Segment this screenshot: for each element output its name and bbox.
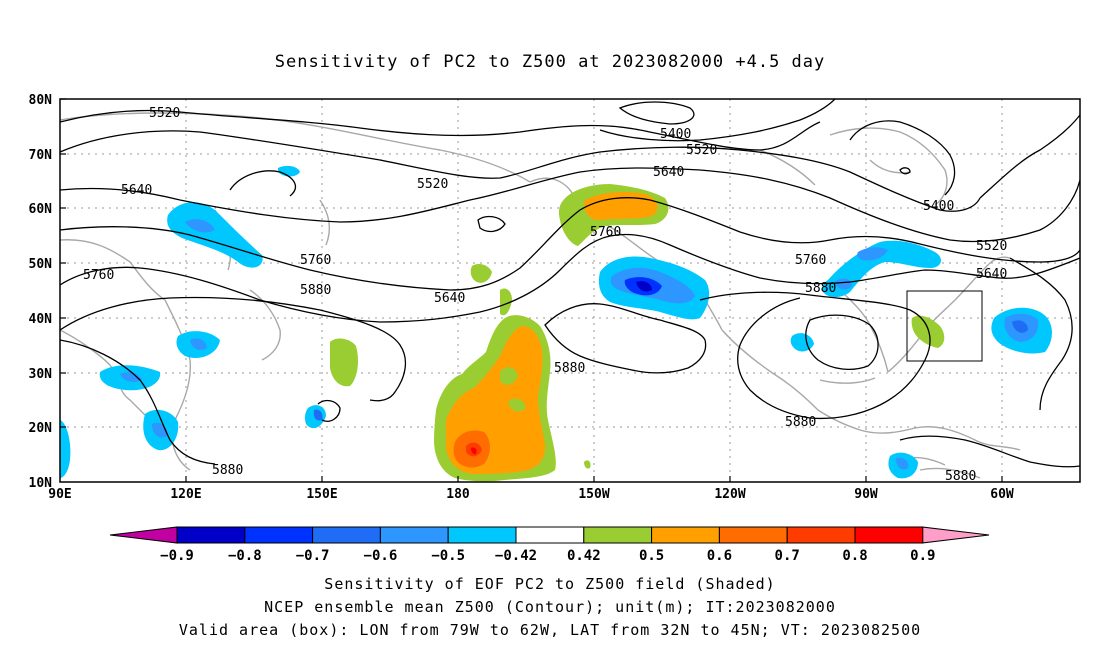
valid-area-box (906, 290, 983, 362)
contour-label: 5520 (686, 143, 717, 158)
contour-label: 5880 (554, 361, 585, 376)
caption-shading: Sensitivity of EOF PC2 to Z500 field (Sh… (324, 575, 776, 593)
z500-contours (60, 99, 1080, 468)
contour-label: 5400 (660, 127, 691, 142)
map-title: Sensitivity of PC2 to Z500 at 2023082000… (274, 52, 826, 72)
lat-label: 60N (29, 202, 53, 217)
contour-label: 5520 (417, 177, 448, 192)
colorbar-box (244, 526, 314, 544)
lat-label: 70N (29, 148, 53, 163)
contour-label-5760-west: 5760 (83, 268, 114, 283)
colorbar-label: −0.8 (228, 548, 262, 564)
lat-label: 80N (29, 93, 53, 108)
contour-label: 5880 (785, 415, 816, 430)
contour-label: 5880 (945, 469, 976, 484)
colorbar-box (583, 526, 653, 544)
lon-label: 180 (446, 487, 470, 502)
colorbar-label: 0.6 (707, 548, 732, 564)
colorbar-box (854, 526, 924, 544)
lat-label: 40N (29, 312, 53, 327)
colorbar-box (176, 526, 246, 544)
colorbar-label: 0.42 (567, 548, 601, 564)
caption-valid-area: Valid area (box): LON from 79W to 62W, L… (178, 621, 922, 639)
colorbar: −0.9 −0.8 −0.7 −0.6 −0.5 −0.42 0.42 0.5 0.6 0.7 0.… (109, 526, 990, 564)
colorbar-label: 0.9 (910, 548, 935, 564)
contour-labels: 5520 5400 5520 5520 5640 5400 5640 5760 … (121, 106, 1007, 484)
lon-label: 150W (578, 487, 609, 502)
colorbar-label: −0.6 (364, 548, 398, 564)
contour-label: 5760 (300, 253, 331, 268)
lon-label: 90E (48, 487, 71, 502)
colorbar-label: −0.5 (431, 548, 465, 564)
colorbar-label: 0.8 (842, 548, 867, 564)
contour-label: 5640 (653, 165, 684, 180)
lat-label: 20N (29, 421, 53, 436)
latitude-labels: 80N 70N 60N 50N 40N 30N 20N 10N (29, 93, 53, 491)
lat-label: 50N (29, 257, 53, 272)
colorbar-box (447, 526, 517, 544)
longitude-labels: 90E 120E 150E 180 150W 120W 90W 60W (48, 487, 1014, 502)
contour-label: 5880 (300, 283, 331, 298)
colorbar-label: 0.5 (639, 548, 664, 564)
colorbar-box (379, 526, 449, 544)
lon-label: 90W (854, 487, 878, 502)
lon-label: 120E (170, 487, 201, 502)
contour-label: 5520 (149, 106, 180, 121)
lon-label: 150E (306, 487, 337, 502)
colorbar-low-arrow (109, 526, 178, 544)
contour-label: 5760 (590, 225, 621, 240)
colorbar-box (718, 526, 788, 544)
colorbar-box (786, 526, 856, 544)
colorbar-box (651, 526, 720, 544)
contour-label: 5880 (805, 281, 836, 296)
colorbar-label: 0.7 (775, 548, 800, 564)
map-frame (59, 98, 1081, 483)
contour-label: 5760 (795, 253, 826, 268)
lat-label: 30N (29, 367, 53, 382)
negative-sensitivity-areas (60, 165, 1052, 479)
colorbar-label: −0.7 (296, 548, 330, 564)
colorbar-box (515, 526, 585, 544)
contour-label: 5880 (212, 463, 243, 478)
positive-sensitivity-areas (330, 184, 945, 482)
contour-label: 5640 (434, 291, 465, 306)
contour-label: 5640 (121, 183, 152, 198)
colorbar-box (312, 526, 381, 544)
colorbar-label: −0.42 (495, 548, 537, 564)
contour-label: 5640 (976, 267, 1007, 282)
colorbar-high-arrow (921, 526, 990, 544)
caption-contour: NCEP ensemble mean Z500 (Contour); unit(… (264, 598, 836, 616)
axis-ticks (60, 98, 1003, 482)
lon-label: 120W (714, 487, 745, 502)
lat-label: 10N (29, 476, 53, 491)
contour-label: 5400 (923, 199, 954, 214)
colorbar-label: −0.9 (160, 548, 194, 564)
lon-label: 60W (990, 487, 1014, 502)
contour-label: 5520 (976, 239, 1007, 254)
